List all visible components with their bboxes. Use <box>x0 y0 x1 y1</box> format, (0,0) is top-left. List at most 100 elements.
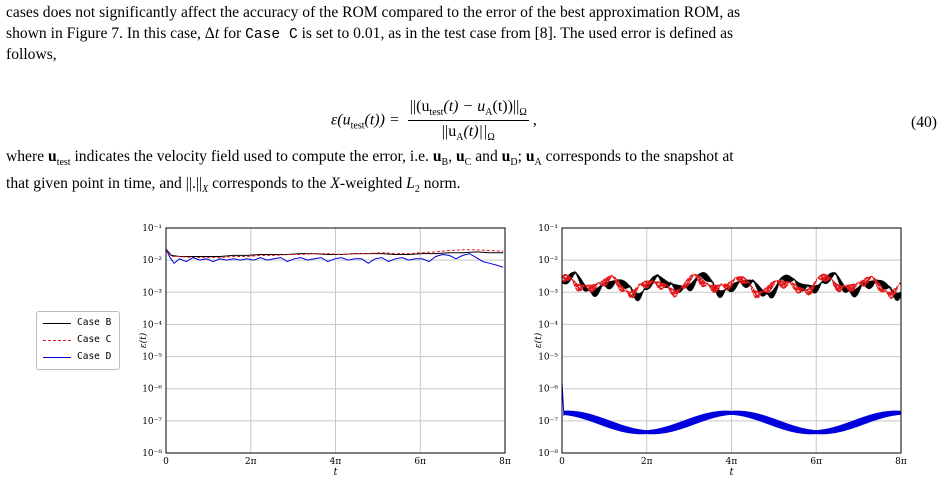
w1p: corresponds to the snapshot at <box>541 148 734 165</box>
legend-label-case-c: Case C <box>77 334 112 345</box>
w1a: where <box>6 148 48 165</box>
legend-label-case-d: Case D <box>77 351 112 362</box>
y-tick-label: 10⁻⁴ <box>538 320 558 330</box>
eq-lhs-end: (t)) = <box>364 111 400 129</box>
y-axis-label: ε(t) <box>533 332 544 348</box>
y-tick-label: 10⁻⁸ <box>142 449 162 459</box>
y-axis-label: ε(t) <box>138 332 149 348</box>
plot-frame <box>165 227 506 454</box>
w2g: 2 <box>414 183 420 195</box>
intro-line-2d: is set to 0.01, as in the test case from… <box>297 24 734 42</box>
series-line-case-b <box>165 248 504 257</box>
intro-line-2b: t <box>214 24 220 42</box>
y-tick-label: 10⁻¹ <box>142 224 162 234</box>
y-tick-label: 10⁻⁵ <box>142 353 162 363</box>
y-tick-label: 10⁻³ <box>538 288 558 298</box>
paragraph-intro: cases does not significantly affect the … <box>6 3 939 66</box>
w1h: u <box>455 148 465 165</box>
y-tick-label: 10⁻⁷ <box>142 417 162 427</box>
legend-item-case-c: Case C <box>41 334 117 348</box>
equation-number: (40) <box>911 114 937 131</box>
eq-num-a: ||(u <box>409 98 430 115</box>
eq-lhs: ε(u <box>331 111 351 129</box>
w1e: u <box>432 148 442 165</box>
y-tick-label: 10⁻⁸ <box>538 449 558 459</box>
y-tick-label: 10⁻³ <box>142 288 162 298</box>
x-axis-label: t <box>729 467 734 478</box>
x-tick-label: 6π <box>810 457 822 467</box>
eq-num-sub: test <box>429 107 444 119</box>
w2c: corresponds to the <box>208 174 331 192</box>
w1d: indicates the velocity field used to com… <box>70 148 433 165</box>
eq-denominator: ||uA(t)||Ω <box>408 121 529 143</box>
series-line-case-b <box>561 270 902 302</box>
intro-line-2a: shown in Figure 7. In this case, Δ <box>6 24 215 42</box>
equation-body: ε(utest(t)) = ||(utest(t) − uA(t))||Ω ||… <box>331 98 537 143</box>
where-line-2: that given point in time, and ||.||X cor… <box>6 174 939 201</box>
where-line-1: where utest indicates the velocity field… <box>6 147 939 174</box>
w1i: C <box>464 157 472 169</box>
w2d: X <box>330 174 340 192</box>
intro-line-1: cases does not significantly affect the … <box>6 4 741 21</box>
series-line-case-d <box>165 248 504 268</box>
eq-den-a: ||u <box>441 123 457 141</box>
x-tick-label: 2π <box>641 457 653 467</box>
intro-line-2c: for <box>219 24 246 42</box>
w1f: B <box>441 157 449 169</box>
equation-40: ε(utest(t)) = ||(utest(t) − uA(t))||Ω ||… <box>0 90 945 146</box>
series-line-case-c <box>165 248 504 259</box>
y-tick-label: 10⁻⁶ <box>538 385 558 395</box>
inline-code-case-c: Case C <box>245 26 298 43</box>
legend-item-case-b: Case B <box>41 317 117 331</box>
y-tick-label: 10⁻⁵ <box>538 353 558 363</box>
eq-numerator: ||(utest(t) − uA(t))||Ω <box>407 98 529 122</box>
y-tick-label: 10⁻² <box>142 256 162 266</box>
w1g: , <box>448 148 456 165</box>
y-tick-label: 10⁻¹ <box>538 224 558 234</box>
w2f: L <box>406 174 415 192</box>
eq-num-sub2: A <box>485 107 493 119</box>
y-tick-label: 10⁻⁶ <box>142 385 162 395</box>
y-tick-label: 10⁻⁴ <box>142 320 162 330</box>
chart-1: 0 2π 4π 6π 8π 10⁻¹ 10⁻² 10⁻³ 10⁻⁴ 10⁻⁵ 10⁻⁶ 10⁻⁷ 10⁻… <box>138 224 511 478</box>
x-axis-label: t <box>333 467 338 478</box>
w1b: u <box>48 148 57 165</box>
legend-swatch-case-b <box>43 323 71 324</box>
eq-lhs-sub: test <box>350 120 365 132</box>
w1c: test <box>56 157 71 169</box>
w2a: that given point in time, and ||.|| <box>6 174 203 192</box>
eq-num-sub3: Ω <box>519 107 527 119</box>
eq-den-sub2: Ω <box>487 132 495 144</box>
eq-num-mid: (t) − u <box>443 98 486 115</box>
w1l: D <box>510 157 518 169</box>
x-tick-label: 2π <box>245 457 257 467</box>
y-tick-label: 10⁻² <box>538 256 558 266</box>
w1m: ; <box>517 148 526 165</box>
x-tick-label: 8π <box>895 457 907 467</box>
series-line-case-c <box>561 272 902 299</box>
intro-line-2: shown in Figure 7. In this case, Δt for … <box>6 24 939 46</box>
series-line-case-d <box>561 382 902 435</box>
x-tick-label: 0 <box>163 457 169 467</box>
w1n: u <box>525 148 535 165</box>
legend-swatch-case-c <box>43 340 71 341</box>
legend-label-case-b: Case B <box>77 317 112 328</box>
intro-line-3: follows, <box>6 46 57 63</box>
x-tick-label: 8π <box>499 457 511 467</box>
x-tick-label: 0 <box>559 457 565 467</box>
w1j: and <box>471 148 502 165</box>
paragraph-where: where utest indicates the velocity field… <box>6 147 939 200</box>
x-tick-label: 6π <box>414 457 426 467</box>
eq-comma: , <box>532 111 537 129</box>
x-tick-label: 4π <box>330 457 342 467</box>
legend-swatch-case-d <box>43 357 71 358</box>
plot-frame <box>561 227 902 454</box>
w2b: X <box>202 183 209 195</box>
chart-2: 0 2π 4π 6π 8π 10⁻¹ 10⁻² 10⁻³ 10⁻⁴ 10⁻⁵ 10⁻⁶ 10⁻⁷ 10⁻… <box>533 224 907 478</box>
y-tick-label: 10⁻⁷ <box>538 417 558 427</box>
w1k: u <box>501 148 511 165</box>
w2e: -weighted <box>339 174 407 192</box>
w2h: norm. <box>419 174 461 192</box>
eq-num-end: (t))|| <box>492 98 520 115</box>
